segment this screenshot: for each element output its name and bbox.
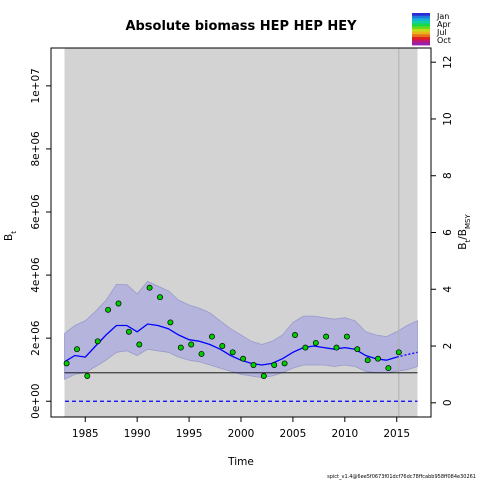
data-point (167, 319, 174, 326)
data-point (375, 355, 381, 362)
y-axis-right: 0 2 4 6 8 10 12 (431, 56, 454, 406)
legend-swatch (412, 31, 430, 35)
data-point (240, 355, 247, 362)
y-right-tick-label: 4 (442, 286, 454, 293)
legend-swatch (412, 23, 430, 27)
y-tick-label: 4e+06 (30, 257, 42, 293)
x-tick-label: 2005 (280, 428, 307, 440)
data-point (177, 344, 184, 351)
data-point (105, 306, 112, 313)
chart-title: Absolute biomass HEP HEP HEY (125, 19, 357, 34)
x-tick-label: 2015 (383, 428, 410, 440)
legend-swatch (412, 21, 430, 25)
confidence-band (64, 280, 418, 380)
data-point (146, 284, 153, 291)
y-tick-label: 1e+07 (30, 68, 42, 103)
y-right-tick-label: 10 (442, 112, 454, 125)
x-axis: 1985 1990 1995 2000 2005 2010 2015 (72, 416, 410, 440)
data-point (136, 341, 143, 348)
data-point (84, 373, 91, 379)
x-axis-label: Time (227, 456, 254, 468)
data-point (343, 333, 350, 340)
data-point (333, 344, 340, 351)
legend-swatch (412, 13, 430, 17)
x-tick-label: 1995 (176, 428, 203, 440)
legend-label-oct: Oct (437, 36, 451, 45)
data-point (198, 350, 205, 357)
legend-label-jul: Jul (436, 28, 447, 37)
x-tick-label: 2000 (228, 428, 255, 440)
y-tick-label: 6e+06 (30, 194, 42, 230)
data-point (302, 344, 309, 351)
version-footnote: spict_v1.4@6ee5f0673f01dcf76dc78ffcabb95… (327, 474, 476, 480)
data-point (115, 300, 122, 307)
y-axis-label: Bt (3, 231, 18, 241)
data-point (364, 357, 371, 364)
legend-swatch (412, 42, 430, 46)
x-tick-label: 2010 (331, 428, 358, 440)
data-point (250, 362, 257, 368)
y-right-tick-label: 12 (442, 56, 454, 69)
legend-swatch (412, 29, 430, 33)
data-point (281, 360, 288, 367)
legend-label-jan: Jan (436, 12, 449, 21)
y-axis-label-right: Bt/BMSY (457, 214, 472, 250)
data-point (74, 346, 80, 353)
data-point (271, 362, 278, 368)
data-point (354, 346, 361, 353)
data-point (63, 360, 70, 367)
legend-label-apr: Apr (437, 20, 452, 29)
legend-swatch (412, 37, 430, 41)
data-point (188, 341, 195, 348)
y-right-tick-label: 8 (442, 172, 454, 179)
data-point (229, 349, 236, 356)
biomass-line (64, 323, 397, 366)
y-tick-label: 2e+06 (30, 320, 42, 356)
y-axis-left: 0e+00 2e+06 4e+06 6e+06 8e+06 1e+07 (30, 68, 51, 419)
data-point (260, 373, 267, 379)
x-tick-label: 1985 (72, 428, 99, 440)
svg-text:Bt/BMSY: Bt/BMSY (457, 214, 472, 250)
data-point (292, 332, 298, 338)
data-point (208, 333, 215, 340)
y-right-tick-label: 0 (442, 399, 454, 406)
data-point (157, 294, 163, 301)
legend-swatch (412, 26, 430, 30)
y-tick-label: 0e+00 (30, 384, 42, 419)
data-point (125, 328, 132, 335)
legend-swatch (412, 15, 430, 19)
plot-area (63, 48, 418, 417)
data-point (385, 365, 392, 372)
y-right-tick-label: 2 (442, 343, 454, 350)
data-point (323, 333, 330, 340)
y-tick-label: 8e+06 (30, 131, 42, 167)
legend-swatch (412, 39, 430, 43)
x-tick-label: 1990 (124, 428, 151, 440)
forecast-line (396, 351, 418, 358)
data-point (312, 339, 319, 346)
legend-swatch (412, 34, 430, 38)
svg-text:Bt: Bt (3, 231, 18, 241)
legend-swatch (412, 18, 430, 22)
data-point (219, 343, 226, 349)
data-point (94, 338, 101, 345)
data-point (395, 349, 402, 356)
y-right-tick-label: 6 (442, 229, 454, 236)
